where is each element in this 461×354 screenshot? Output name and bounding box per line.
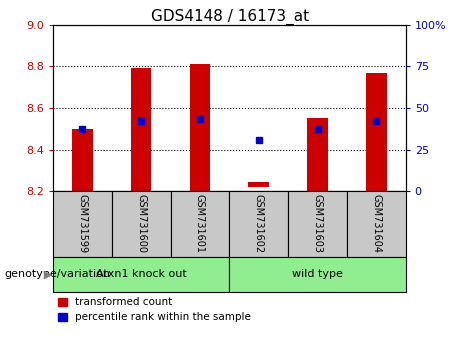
Bar	[288, 191, 347, 257]
Text: genotype/variation: genotype/variation	[5, 269, 111, 279]
Bar	[248, 182, 269, 187]
Text: Atxn1 knock out: Atxn1 knock out	[96, 269, 187, 279]
Legend: transformed count, percentile rank within the sample: transformed count, percentile rank withi…	[58, 297, 251, 322]
Bar	[229, 257, 406, 292]
Text: GSM731601: GSM731601	[195, 194, 205, 253]
Text: GSM731604: GSM731604	[371, 194, 381, 253]
Bar	[72, 129, 93, 191]
Bar	[189, 64, 210, 191]
Bar	[53, 191, 112, 257]
Bar	[53, 257, 230, 292]
Bar	[307, 118, 328, 191]
Text: GSM731600: GSM731600	[136, 194, 146, 253]
Bar	[347, 191, 406, 257]
Bar	[229, 191, 288, 257]
Text: wild type: wild type	[292, 269, 343, 279]
Text: GSM731602: GSM731602	[254, 194, 264, 253]
Text: GSM731599: GSM731599	[77, 194, 88, 253]
Bar	[131, 68, 152, 191]
Text: GSM731603: GSM731603	[313, 194, 323, 253]
Text: ▶: ▶	[44, 269, 52, 279]
Bar	[366, 73, 387, 191]
Bar	[171, 191, 230, 257]
Bar	[112, 191, 171, 257]
Text: GDS4148 / 16173_at: GDS4148 / 16173_at	[151, 9, 310, 25]
